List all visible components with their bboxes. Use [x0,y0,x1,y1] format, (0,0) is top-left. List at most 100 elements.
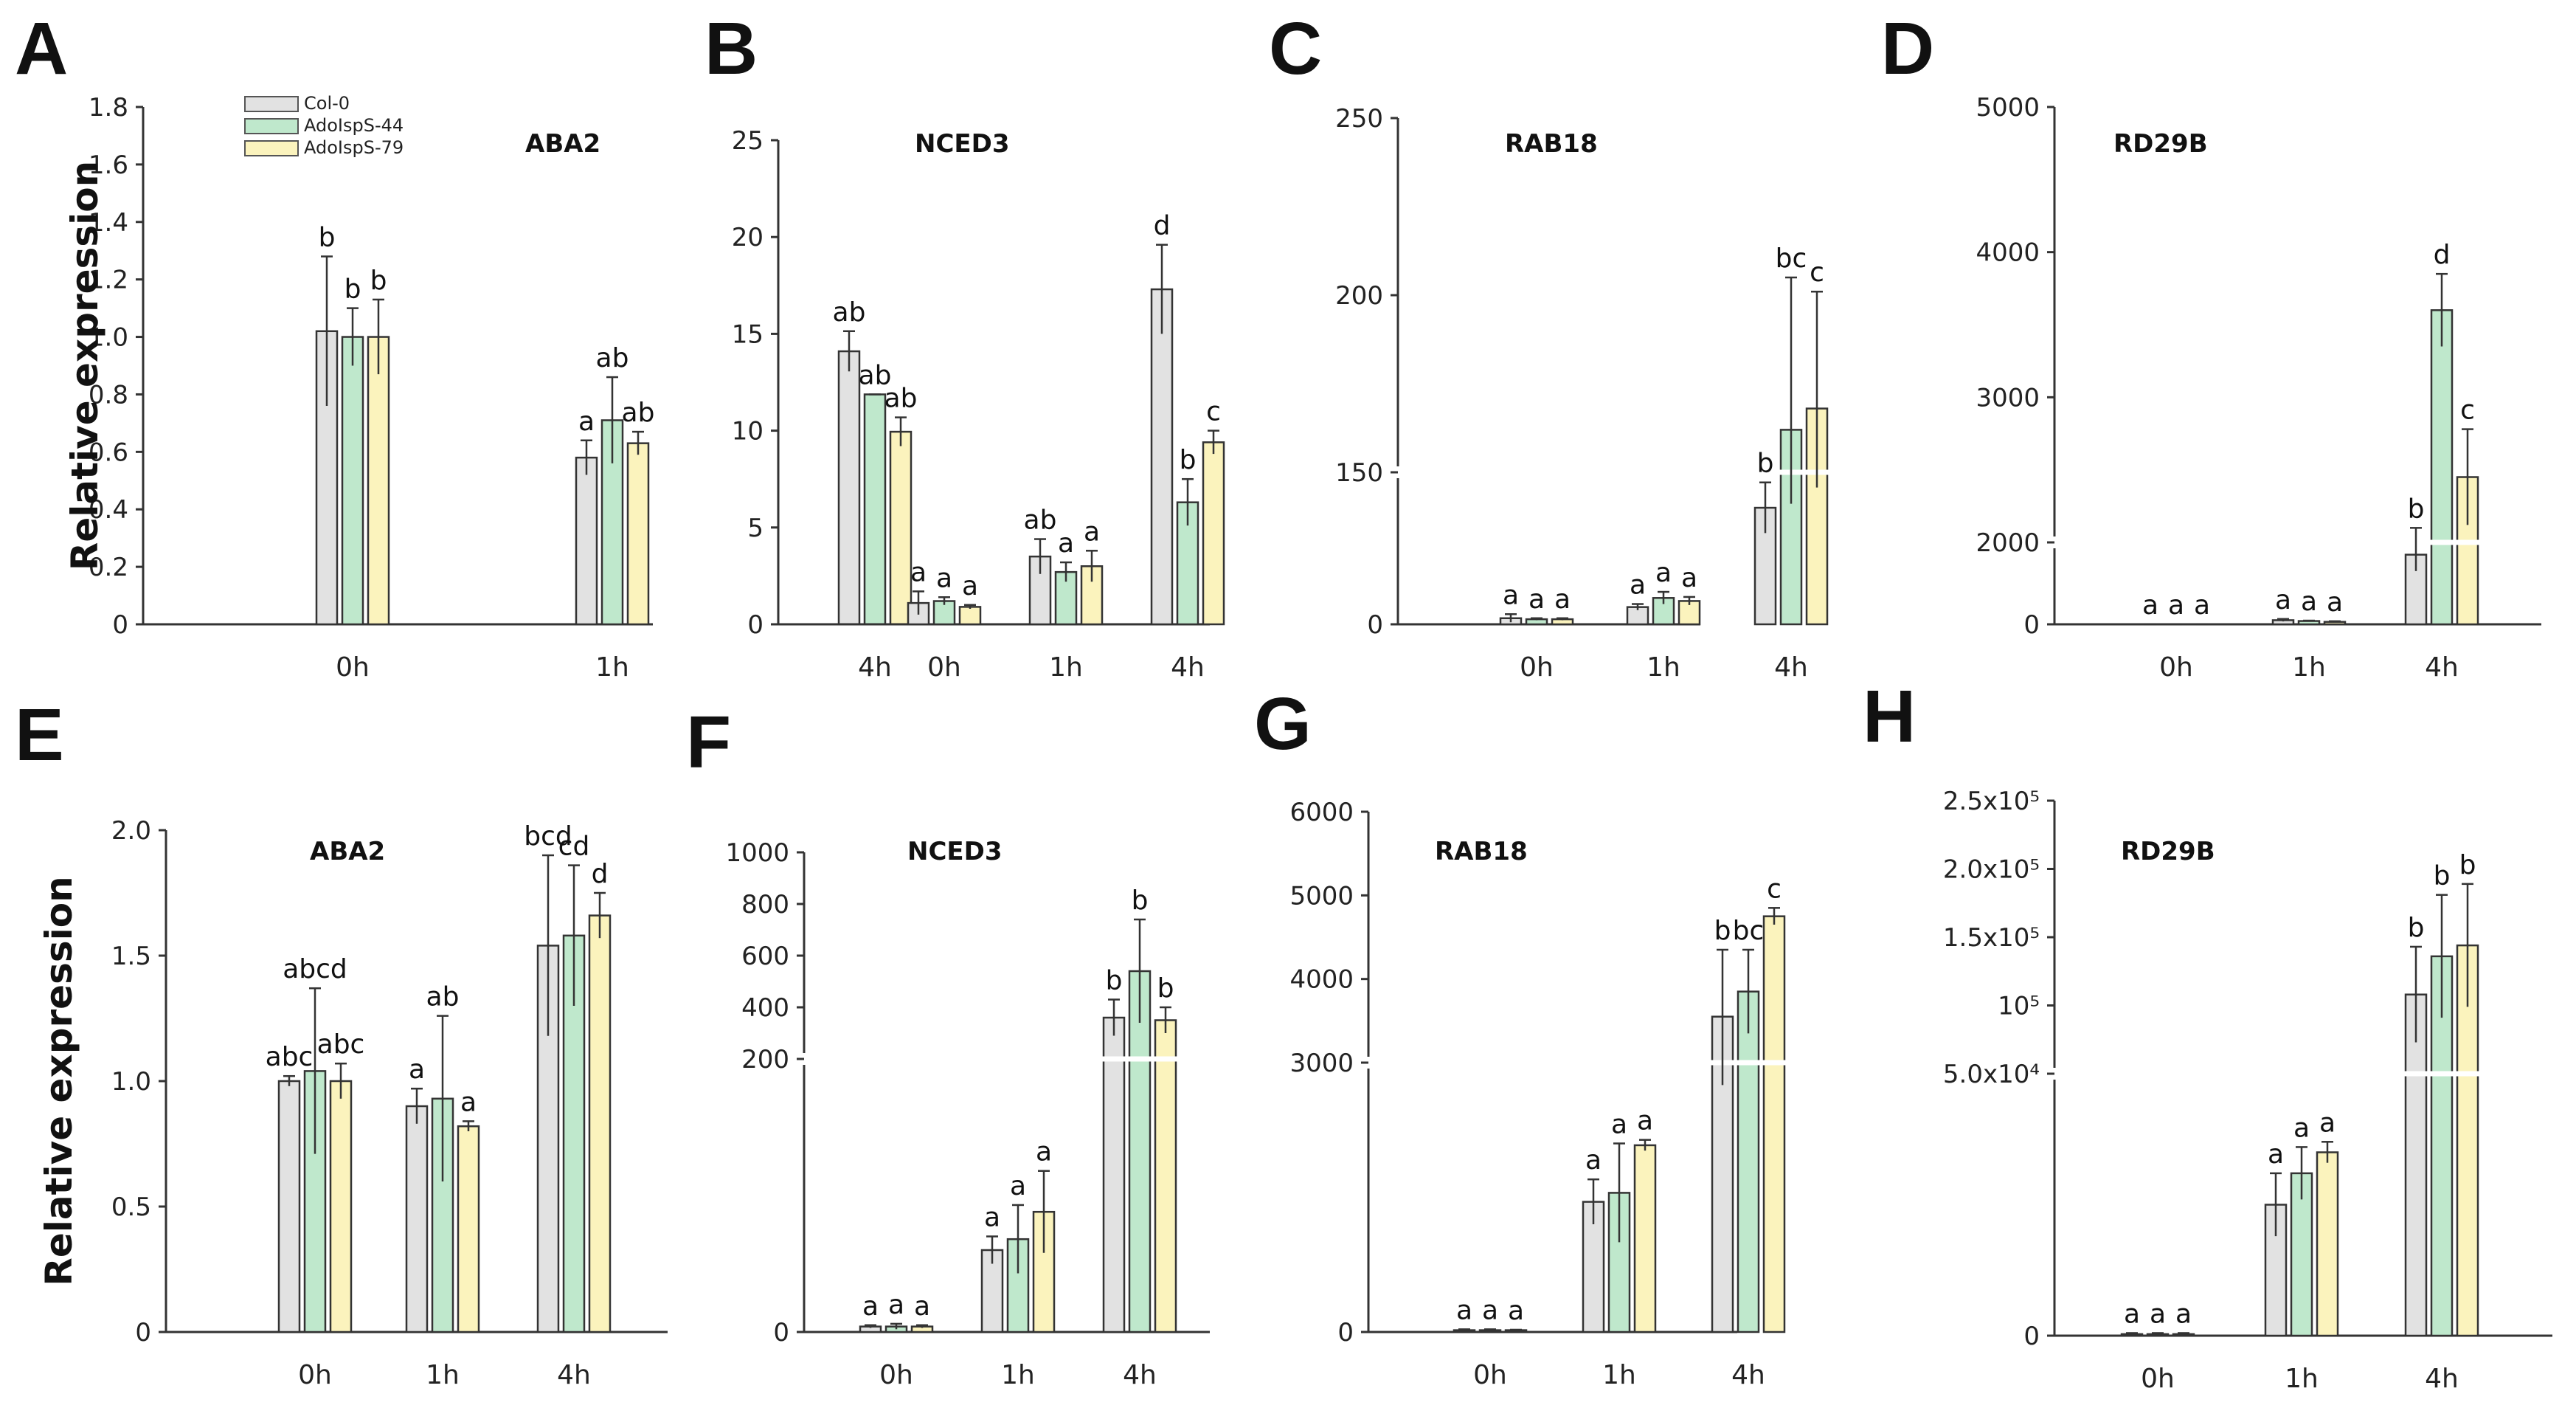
x-tick-label: 1h [426,1360,460,1390]
x-tick-label: 4h [1774,652,1808,683]
legend-label: AdoIspS-44 [304,115,404,136]
significance-label: a [1503,580,1519,610]
significance-label: c [1810,258,1824,288]
significance-label: a [2275,585,2291,615]
significance-label: a [2194,590,2210,621]
significance-label: ab [622,398,655,428]
y-tick-label: 1.6 [89,151,128,180]
y-tick-label: 4000 [1289,965,1354,995]
significance-label: a [2175,1299,2192,1329]
significance-label: b [344,275,361,305]
significance-label: a [1084,517,1100,547]
panel-letter: C [1269,7,1322,90]
x-tick-label: 0h [2141,1364,2175,1394]
bar-adoisps-79 [889,430,913,626]
bar-adoisps-79 [588,914,612,1333]
bar-adoisps-79 [1202,441,1225,626]
legend-label: AdoIspS-79 [304,137,404,158]
y-tick-label: 200 [1335,281,1383,311]
bar-adoisps-79 [626,442,650,626]
significance-label: c [1206,397,1221,427]
bar-adoisps-79 [329,1080,353,1333]
bar-adoisps-79 [958,606,982,626]
significance-label: a [2142,590,2158,621]
panel-title: NCED3 [915,129,1010,159]
y-tick-label: 0 [135,1318,151,1347]
x-tick-label: 1h [1049,652,1083,683]
bar-col-0 [1102,1016,1126,1333]
bar-adoisps-79 [1154,1019,1177,1333]
significance-label: a [2293,1113,2310,1143]
y-tick-label: 5000 [1289,881,1354,911]
y-tick-label: 2.0 [111,816,151,846]
x-tick-label: 4h [1171,652,1205,683]
x-tick-label: 4h [2425,652,2459,683]
significance-label: a [2124,1299,2140,1329]
x-tick-label: 0h [2159,652,2193,683]
significance-label: a [914,1291,930,1322]
significance-label: b [370,266,387,296]
panel-title: ABA2 [310,837,385,866]
panel-title: RD29B [2121,837,2215,866]
significance-label: a [862,1291,879,1322]
significance-label: abcd [283,954,347,984]
significance-label: ab [596,343,629,373]
y-tick-label: 5.0x10⁴ [1943,1060,2040,1089]
bar-col-0 [277,1080,301,1333]
significance-label: ab [833,297,866,328]
significance-label: b [319,223,336,253]
significance-label: a [460,1087,477,1117]
y-tick-label: 1.8 [89,93,128,122]
significance-label: b [2408,494,2425,524]
y-tick-label: 0 [2023,1322,2040,1351]
y-tick-label: 4000 [1976,238,2040,268]
significance-label: a [1528,584,1545,615]
significance-label: ab [884,384,918,414]
panel-e: E ABA2 0 0.5 1.0 1.5 2.0 0h abc abcd abc 1h a ab a 4h bc… [15,694,668,1390]
y-tick-label: 3000 [1976,383,2040,413]
y-tick-label: 1000 [725,838,789,868]
x-tick-label: 0h [927,652,961,683]
x-tick-label: 0h [1520,652,1554,683]
y-tick-label: 1.4 [89,208,128,238]
y-tick-label: 25 [732,126,764,156]
y-tick-label: 2.5x10⁵ [1943,787,2040,816]
significance-label: cd [558,832,590,862]
significance-label: a [1637,1106,1653,1136]
significance-label: a [984,1203,1000,1233]
panel-title: RAB18 [1435,837,1528,866]
significance-label: a [1482,1295,1498,1325]
bar-col-0 [575,456,598,626]
significance-label: d [2434,240,2451,270]
x-tick-label: 4h [1731,1360,1765,1390]
y-tick-label: 10 [732,417,764,446]
significance-label: bc [1733,916,1765,946]
y-tick-label: 0 [773,1318,789,1347]
significance-label: a [2327,587,2343,618]
significance-label: a [2268,1139,2284,1170]
significance-label: c [2460,396,2475,426]
significance-label: b [1106,966,1123,996]
panel-letter: E [15,694,64,776]
bar-adoisps-44 [2290,1172,2313,1337]
significance-label: a [409,1055,425,1085]
y-axis-label: Relative expression [38,876,80,1286]
significance-label: a [910,557,927,587]
significance-label: abc [266,1042,314,1072]
panel-title: ABA2 [525,129,600,159]
significance-label: a [1655,558,1672,588]
significance-label: a [1554,584,1571,615]
panel-letter: D [1881,7,1934,90]
y-tick-label: 15 [732,320,764,349]
bar-adoisps-44 [2430,955,2454,1337]
significance-label: a [1058,528,1074,559]
bar-col-0 [1028,555,1052,626]
significance-label: d [592,859,609,889]
panel-letter: F [686,701,731,784]
significance-label: a [1585,1145,1602,1176]
legend-swatch [244,140,299,156]
significance-label: b [1157,973,1174,1004]
y-tick-label: 5000 [1976,93,2040,122]
y-tick-label: 1.2 [89,266,128,295]
